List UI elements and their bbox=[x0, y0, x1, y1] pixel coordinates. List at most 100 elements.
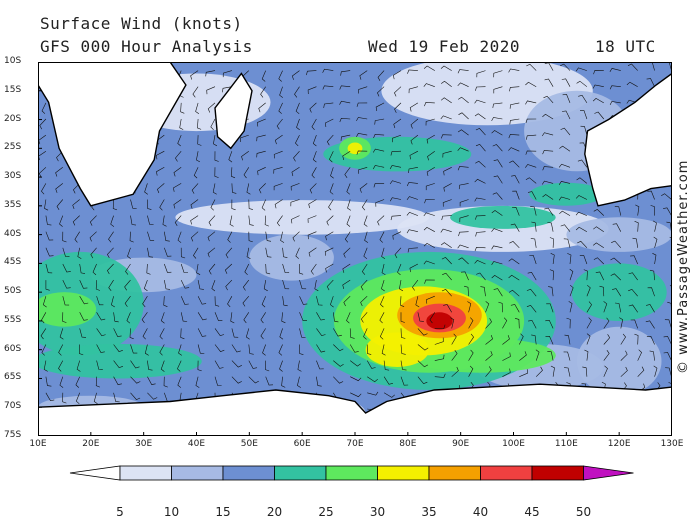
wind-barb bbox=[652, 253, 657, 265]
wind-barb bbox=[576, 80, 588, 87]
wind-barb bbox=[632, 237, 638, 248]
wind-barb bbox=[440, 115, 452, 120]
wind-barb bbox=[147, 231, 155, 241]
wind-barb bbox=[358, 86, 368, 94]
wind-barb bbox=[442, 150, 452, 158]
legend-tick-label: 10 bbox=[163, 505, 180, 519]
wind-barb bbox=[180, 247, 186, 259]
wind-barb bbox=[308, 199, 317, 209]
wind-speed-patch bbox=[38, 343, 202, 379]
wind-barb bbox=[58, 344, 64, 356]
wind-speed-patch bbox=[426, 312, 453, 330]
lat-label: 55S bbox=[4, 314, 22, 325]
wind-barb bbox=[278, 102, 283, 114]
wind-barb bbox=[307, 86, 317, 95]
wind-barb bbox=[246, 183, 251, 195]
wind-barb bbox=[498, 301, 503, 313]
wind-barb bbox=[603, 365, 608, 377]
wind-barb bbox=[177, 134, 182, 147]
wind-barb bbox=[192, 86, 199, 98]
wind-barb bbox=[231, 376, 242, 384]
wind-barb bbox=[406, 211, 419, 216]
wind-barb bbox=[603, 317, 610, 329]
wind-barb bbox=[291, 70, 300, 80]
wind-barb bbox=[190, 231, 199, 242]
wind-barb bbox=[207, 247, 216, 258]
wind-speed-patch bbox=[397, 205, 609, 252]
wind-barb bbox=[423, 260, 435, 265]
wind-barb bbox=[409, 102, 419, 112]
wind-barb bbox=[459, 199, 469, 207]
landmass-southern-africa bbox=[38, 62, 187, 207]
wind-barb bbox=[410, 134, 419, 145]
wind-barb bbox=[164, 280, 171, 290]
wind-barb bbox=[130, 392, 141, 400]
wind-barb bbox=[147, 199, 152, 210]
wind-map bbox=[38, 62, 672, 436]
wind-barb bbox=[563, 238, 571, 248]
wind-barb bbox=[107, 263, 114, 275]
wind-barb bbox=[225, 279, 233, 291]
wind-barb bbox=[425, 183, 435, 191]
wind-barb bbox=[457, 147, 469, 152]
wind-barb bbox=[663, 352, 672, 361]
wind-barb bbox=[282, 263, 290, 273]
wind-barb bbox=[593, 257, 605, 265]
wind-barb bbox=[443, 183, 452, 192]
wind-barb bbox=[637, 366, 645, 377]
wind-speed-field bbox=[38, 62, 672, 436]
legend-arrow-high bbox=[583, 465, 634, 481]
legend-tick-label: 35 bbox=[421, 505, 437, 519]
wind-barb bbox=[535, 366, 543, 377]
wind-barb bbox=[344, 167, 351, 178]
wind-barb bbox=[442, 199, 452, 207]
wind-barb bbox=[41, 183, 47, 195]
wind-barb bbox=[309, 102, 317, 113]
wind-barb bbox=[45, 280, 50, 291]
wind-barb bbox=[299, 344, 304, 355]
wind-barb bbox=[62, 247, 70, 257]
wind-barb bbox=[356, 150, 368, 155]
wind-barb bbox=[509, 118, 520, 125]
wind-barb bbox=[229, 215, 234, 227]
wind-barb bbox=[408, 167, 418, 174]
wind-barb bbox=[512, 190, 520, 200]
wind-barb bbox=[390, 215, 402, 221]
wind-barb bbox=[110, 215, 115, 227]
wind-barb bbox=[394, 247, 402, 259]
wind-barb bbox=[360, 295, 368, 307]
wind-barb bbox=[278, 70, 283, 82]
wind-barb bbox=[356, 117, 368, 122]
wind-barb bbox=[509, 241, 520, 249]
wind-barb bbox=[333, 328, 342, 337]
wind-barb bbox=[474, 197, 486, 202]
map-frame bbox=[38, 62, 672, 436]
wind-barb bbox=[279, 360, 283, 372]
wind-barb bbox=[628, 288, 638, 297]
wind-barb bbox=[124, 279, 131, 291]
wind-barb bbox=[493, 70, 503, 78]
wind-barb bbox=[485, 350, 493, 361]
wind-barb bbox=[526, 288, 537, 297]
wind-barb bbox=[592, 98, 604, 104]
wind-barb bbox=[112, 199, 118, 211]
wind-barb bbox=[542, 113, 554, 120]
wind-barb bbox=[295, 102, 300, 115]
wind-barb bbox=[502, 317, 508, 329]
wind-barb bbox=[544, 207, 554, 216]
wind-barb bbox=[130, 199, 137, 209]
wind-barb bbox=[458, 96, 469, 104]
wind-barb bbox=[474, 99, 486, 104]
wind-map-canvas bbox=[38, 62, 672, 436]
wind-barb bbox=[281, 312, 286, 324]
wind-barb bbox=[400, 296, 405, 307]
wind-barb bbox=[569, 268, 574, 281]
wind-barb bbox=[72, 199, 80, 210]
wind-barb bbox=[417, 360, 429, 368]
wind-barb bbox=[509, 102, 520, 109]
wind-barb bbox=[256, 134, 266, 142]
wind-barb bbox=[397, 263, 402, 276]
wind-barb bbox=[526, 63, 537, 71]
wind-barb bbox=[360, 279, 368, 291]
wind-barb bbox=[129, 231, 134, 243]
